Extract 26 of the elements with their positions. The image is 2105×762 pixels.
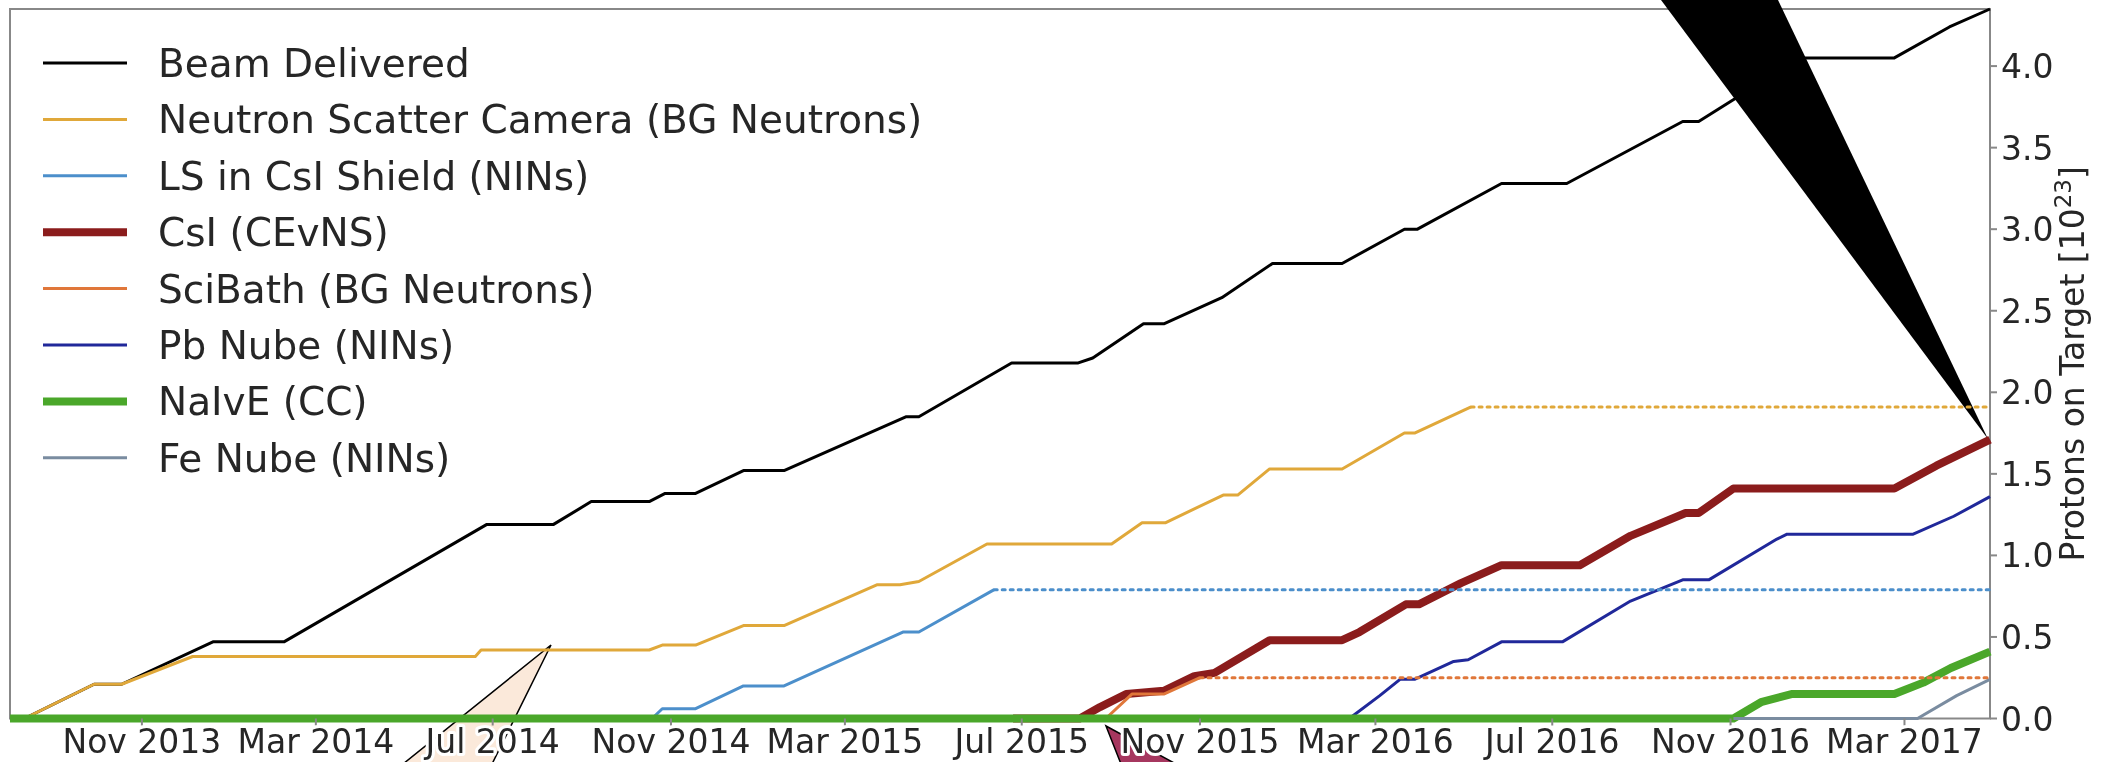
y-tick-label: 2.0 (2001, 373, 2054, 413)
x-tick-label: Mar 2017 (1826, 722, 1983, 761)
legend-label: SciBath (BG Neutrons) (158, 266, 595, 312)
y-tick-label: 1.5 (2001, 454, 2054, 494)
x-tick-label: Mar 2015 (766, 722, 924, 761)
legend-label: Neutron Scatter Camera (BG Neutrons) (158, 97, 923, 143)
legend-label: CsI (CEvNS) (158, 210, 389, 256)
y-tick-label: 0.5 (2001, 617, 2054, 657)
y-tick-label: 4.0 (2001, 47, 2054, 87)
legend-label: LS in CsI Shield (NINs) (158, 153, 590, 199)
x-tick-label: Nov 2013 (62, 722, 222, 761)
y-tick-label: 3.0 (2001, 210, 2054, 250)
x-tick-label: Nov 2014 (591, 722, 751, 761)
x-tick-label: Nov 2016 (1651, 722, 1810, 761)
x-tick-label: Mar 2016 (1297, 722, 1454, 761)
legend-label: Pb Nube (NINs) (158, 323, 455, 368)
x-tick-label: Jul 2015 (952, 722, 1089, 761)
legend-label: Beam Delivered (158, 41, 470, 86)
x-tick-label: Jul 2016 (1483, 722, 1620, 761)
legend-label: Fe Nube (NINs) (158, 435, 451, 481)
legend-label: NaIvE (CC) (158, 379, 368, 425)
y-tick-label: 2.5 (2001, 291, 2054, 331)
x-tick-label: Mar 2014 (237, 722, 395, 761)
y-tick-label: 3.5 (2001, 128, 2054, 168)
y-tick-label: 1.0 (2001, 536, 2054, 576)
y-tick-label: 0.0 (2001, 699, 2054, 739)
